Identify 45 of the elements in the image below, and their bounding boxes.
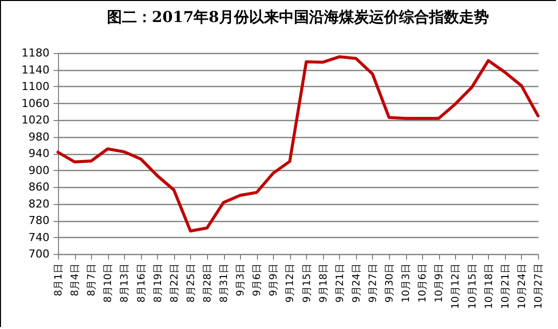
x-tick-label: 10月18日 xyxy=(484,264,495,309)
x-tick-label: 8月13日 xyxy=(120,264,131,303)
line-series xyxy=(56,55,540,232)
y-tick-label: 940 xyxy=(28,147,50,160)
x-tick-label: 9月15日 xyxy=(302,264,313,303)
x-tick-label: 9月12日 xyxy=(285,264,296,303)
x-tick-label: 10月15日 xyxy=(467,264,478,309)
x-tick-label: 10月9日 xyxy=(434,264,446,303)
y-tick-label: 1020 xyxy=(22,114,50,126)
y-tick-label: 900 xyxy=(28,164,50,177)
x-tick-label: 10月6日 xyxy=(418,264,429,303)
x-tick-label: 8月10日 xyxy=(103,264,114,303)
x-tick-label: 9月21日 xyxy=(334,264,346,303)
y-tick-label: 740 xyxy=(28,230,50,244)
y-tick-label: 860 xyxy=(28,180,50,194)
x-tick-label: 10月21日 xyxy=(500,264,512,309)
chart-title: 图二：2017年8月份以来中国沿海煤炭运价综合指数走势 xyxy=(106,8,490,26)
y-tick-label: 820 xyxy=(28,197,50,210)
y-tick-label: 700 xyxy=(28,248,50,260)
y-tick-label: 1140 xyxy=(22,63,50,76)
x-tick-label: 8月19日 xyxy=(152,264,164,303)
x-tick-label: 9月18日 xyxy=(318,264,330,303)
y-tick-label: 780 xyxy=(28,214,50,227)
x-tick-label: 8月1日 xyxy=(54,264,64,296)
x-tick-label: 8月7日 xyxy=(86,264,98,296)
x-tick-label: 9月30日 xyxy=(384,264,396,303)
x-tick-label: 10月12日 xyxy=(450,264,462,309)
y-tick-label: 980 xyxy=(28,130,50,144)
x-tick-label: 8月16日 xyxy=(136,264,148,303)
y-tick-label: 1060 xyxy=(22,96,50,110)
x-tick-label: 10月3日 xyxy=(401,264,412,303)
x-tick-label: 10月24日 xyxy=(516,264,528,309)
x-tick-label: 9月3日 xyxy=(236,264,247,296)
x-tick-label: 10月27日 xyxy=(534,264,544,309)
x-tick-label: 8月4日 xyxy=(70,264,82,296)
x-tick-label: 8月25日 xyxy=(186,264,197,303)
x-tick-label: 9月27日 xyxy=(368,264,379,303)
y-tick-label: 1100 xyxy=(22,80,50,93)
y-tick-label: 1180 xyxy=(22,46,50,60)
x-tick-label: 9月24日 xyxy=(351,264,362,303)
x-tick-label: 9月6日 xyxy=(252,264,264,296)
x-tick-label: 9月9日 xyxy=(268,264,280,296)
x-tick-label: 8月31日 xyxy=(219,264,230,303)
x-tick-label: 8月28日 xyxy=(202,264,214,303)
x-tick-label: 8月22日 xyxy=(169,264,180,303)
